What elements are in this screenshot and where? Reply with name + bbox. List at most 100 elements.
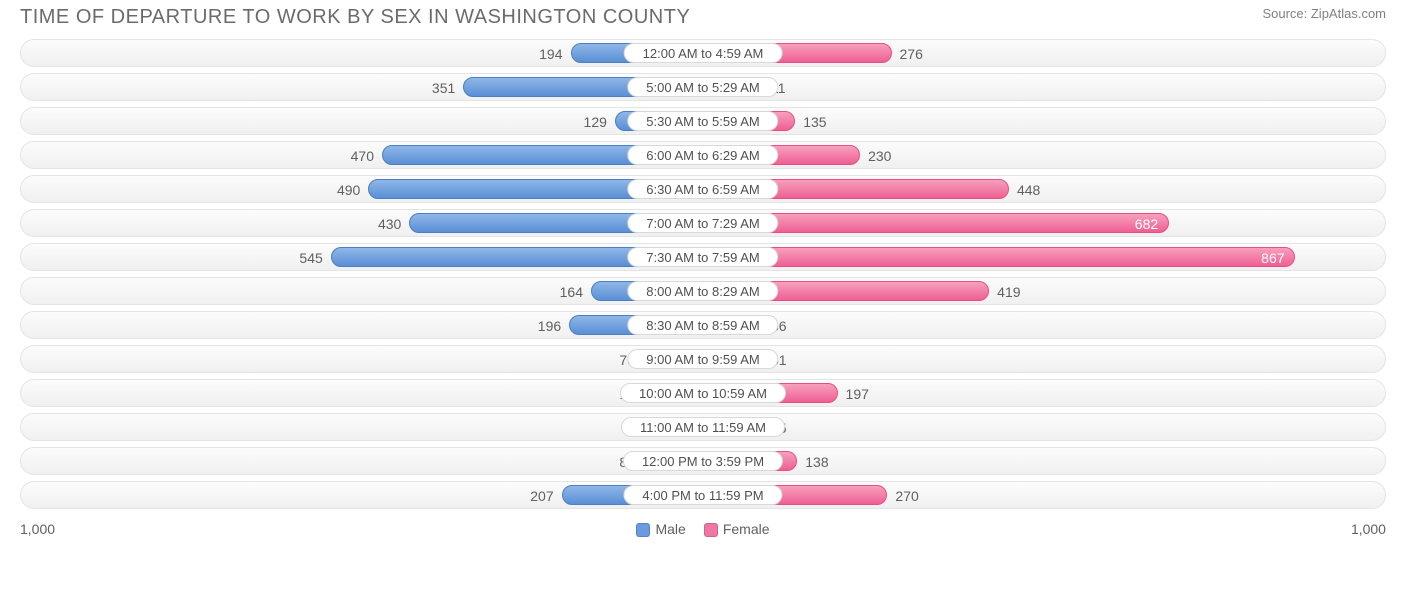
female-value: 419: [997, 278, 1020, 306]
male-half: 73: [21, 346, 703, 372]
male-half: 207: [21, 482, 703, 508]
category-label: 5:00 AM to 5:29 AM: [627, 77, 778, 97]
male-half: 490: [21, 176, 703, 202]
female-value: 138: [805, 448, 828, 476]
female-half: 65: [703, 414, 1385, 440]
header: TIME OF DEPARTURE TO WORK BY SEX IN WASH…: [0, 0, 1406, 39]
male-value: 194: [539, 40, 562, 68]
category-label: 4:00 PM to 11:59 PM: [623, 485, 782, 505]
chart-row: 207 270 4:00 PM to 11:59 PM: [20, 481, 1386, 509]
chart-row: 194 276 12:00 AM to 4:59 AM: [20, 39, 1386, 67]
female-half: 11: [703, 74, 1385, 100]
male-half: 351: [21, 74, 703, 100]
row-bg: 470 230 6:00 AM to 6:29 AM: [20, 141, 1386, 169]
male-value: 351: [432, 74, 455, 102]
chart-row: 470 230 6:00 AM to 6:29 AM: [20, 141, 1386, 169]
category-label: 8:00 AM to 8:29 AM: [627, 281, 778, 301]
chart-row: 164 419 8:00 AM to 8:29 AM: [20, 277, 1386, 305]
female-half: 448: [703, 176, 1385, 202]
category-label: 6:30 AM to 6:59 AM: [627, 179, 778, 199]
female-half: 270: [703, 482, 1385, 508]
axis-max-right: 1,000: [1351, 521, 1386, 537]
category-label: 10:00 AM to 10:59 AM: [620, 383, 786, 403]
female-value: 230: [868, 142, 891, 170]
row-bg: 73519:00 AM to 9:59 AM: [20, 345, 1386, 373]
row-bg: 207 270 4:00 PM to 11:59 PM: [20, 481, 1386, 509]
female-half: 51: [703, 346, 1385, 372]
female-half: 276: [703, 40, 1385, 66]
chart-row: 16 197 10:00 AM to 10:59 AM: [20, 379, 1386, 407]
row-bg: 196 868:30 AM to 8:59 AM: [20, 311, 1386, 339]
category-label: 7:30 AM to 7:59 AM: [627, 247, 778, 267]
chart-row: 430 6827:00 AM to 7:29 AM: [20, 209, 1386, 237]
female-half: 135: [703, 108, 1385, 134]
chart-row: 129 135 5:30 AM to 5:59 AM: [20, 107, 1386, 135]
male-value: 430: [378, 210, 401, 238]
chart-row: 545 867 7:30 AM to 7:59 AM: [20, 243, 1386, 271]
male-half: 164: [21, 278, 703, 304]
chart-row: 351 115:00 AM to 5:29 AM: [20, 73, 1386, 101]
male-value: 470: [351, 142, 374, 170]
chart-row: 81 138 12:00 PM to 3:59 PM: [20, 447, 1386, 475]
male-half: 194: [21, 40, 703, 66]
category-label: 8:30 AM to 8:59 AM: [627, 315, 778, 335]
legend: Male Female: [636, 521, 769, 537]
female-value: 867: [1255, 244, 1284, 272]
female-half: 419: [703, 278, 1385, 304]
male-half: 16: [21, 380, 703, 406]
row-bg: 430 6827:00 AM to 7:29 AM: [20, 209, 1386, 237]
axis-max-left: 1,000: [20, 521, 55, 537]
female-half: 197: [703, 380, 1385, 406]
category-label: 5:30 AM to 5:59 AM: [627, 111, 778, 131]
male-half: 0: [21, 414, 703, 440]
category-label: 7:00 AM to 7:29 AM: [627, 213, 778, 233]
chart-row: 06511:00 AM to 11:59 AM: [20, 413, 1386, 441]
chart-title: TIME OF DEPARTURE TO WORK BY SEX IN WASH…: [20, 6, 690, 29]
chart-row: 196 868:30 AM to 8:59 AM: [20, 311, 1386, 339]
chart-area: 194 276 12:00 AM to 4:59 AM 351 115:00 AM to…: [0, 39, 1406, 519]
row-bg: 194 276 12:00 AM to 4:59 AM: [20, 39, 1386, 67]
male-half: 545: [21, 244, 703, 270]
chart-row: 490 448 6:30 AM to 6:59 AM: [20, 175, 1386, 203]
male-half: 196: [21, 312, 703, 338]
category-label: 11:00 AM to 11:59 AM: [621, 417, 785, 437]
male-value: 129: [584, 108, 607, 136]
row-bg: 164 419 8:00 AM to 8:29 AM: [20, 277, 1386, 305]
male-value: 164: [560, 278, 583, 306]
male-value: 545: [299, 244, 322, 272]
female-half: 230: [703, 142, 1385, 168]
female-value: 197: [846, 380, 869, 408]
row-bg: 351 115:00 AM to 5:29 AM: [20, 73, 1386, 101]
male-swatch: [636, 523, 650, 537]
female-bar: [703, 247, 1295, 267]
male-half: 470: [21, 142, 703, 168]
female-half: 138: [703, 448, 1385, 474]
female-value: 276: [900, 40, 923, 68]
axis-row: 1,000 Male Female 1,000: [0, 519, 1406, 547]
row-bg: 490 448 6:30 AM to 6:59 AM: [20, 175, 1386, 203]
male-half: 81: [21, 448, 703, 474]
male-half: 430: [21, 210, 703, 236]
legend-male-label: Male: [655, 521, 685, 537]
row-bg: 16 197 10:00 AM to 10:59 AM: [20, 379, 1386, 407]
male-value: 196: [538, 312, 561, 340]
row-bg: 545 867 7:30 AM to 7:59 AM: [20, 243, 1386, 271]
female-half: 86: [703, 312, 1385, 338]
male-value: 207: [530, 482, 553, 510]
female-value: 448: [1017, 176, 1040, 204]
category-label: 6:00 AM to 6:29 AM: [627, 145, 778, 165]
female-swatch: [704, 523, 718, 537]
female-half: 682: [703, 210, 1385, 236]
row-bg: 129 135 5:30 AM to 5:59 AM: [20, 107, 1386, 135]
category-label: 12:00 PM to 3:59 PM: [623, 451, 783, 471]
female-value: 135: [803, 108, 826, 136]
legend-female: Female: [704, 521, 770, 537]
female-value: 270: [895, 482, 918, 510]
female-half: 867: [703, 244, 1385, 270]
row-bg: 81 138 12:00 PM to 3:59 PM: [20, 447, 1386, 475]
category-label: 12:00 AM to 4:59 AM: [624, 43, 783, 63]
chart-row: 73519:00 AM to 9:59 AM: [20, 345, 1386, 373]
legend-male: Male: [636, 521, 685, 537]
row-bg: 06511:00 AM to 11:59 AM: [20, 413, 1386, 441]
male-half: 129: [21, 108, 703, 134]
